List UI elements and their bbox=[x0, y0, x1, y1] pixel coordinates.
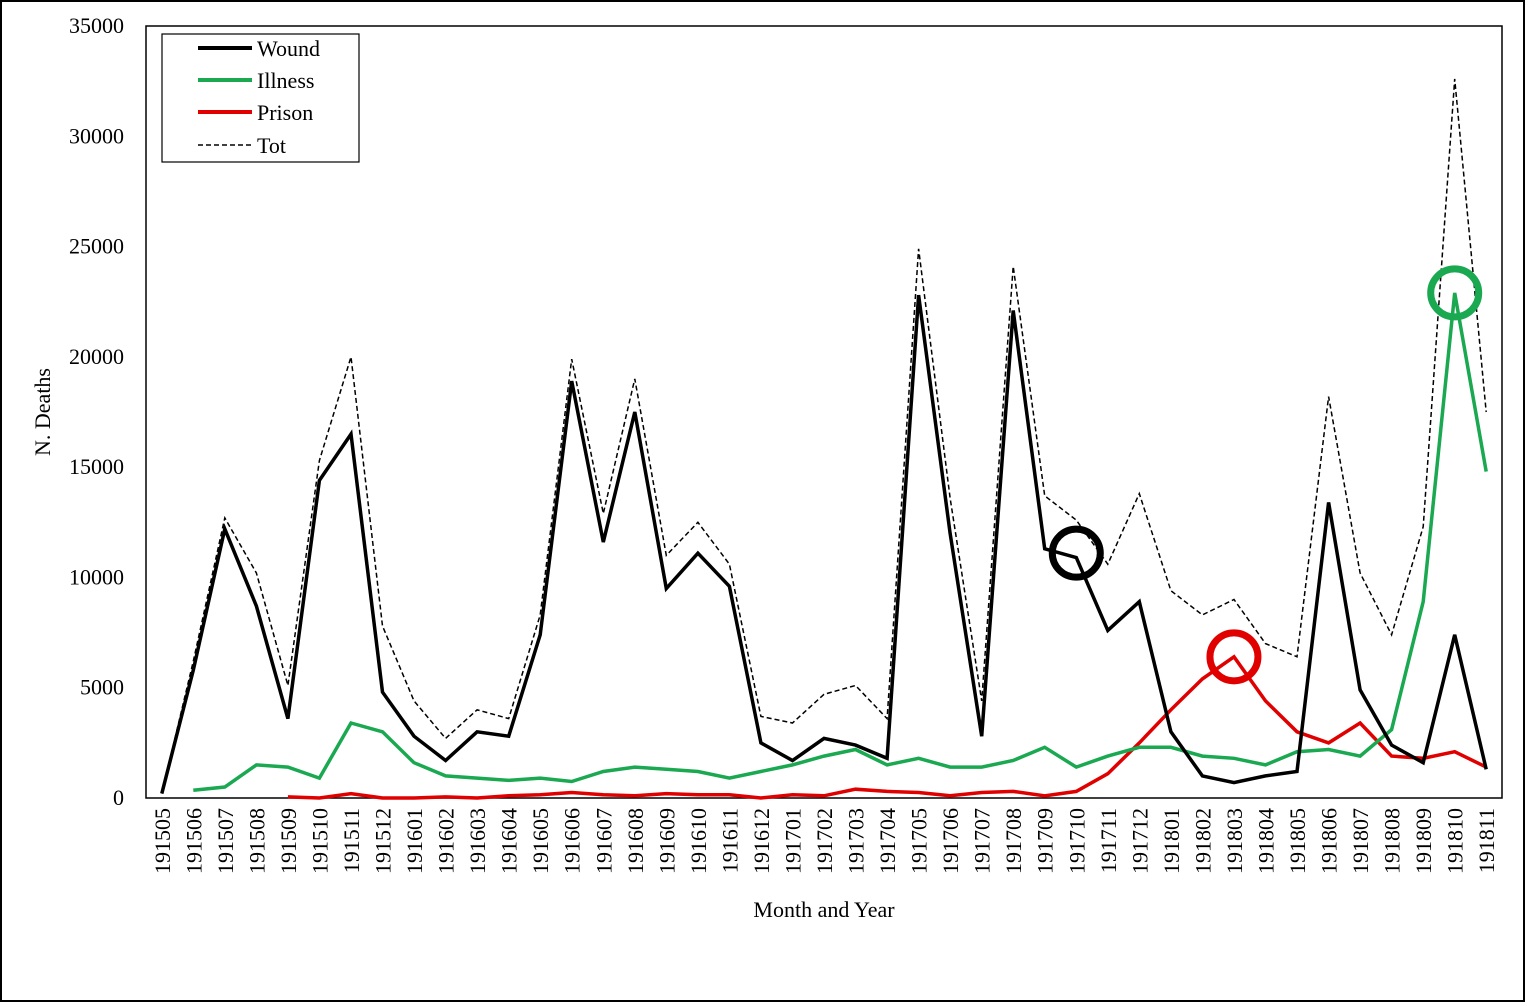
x-tick-label: 191508 bbox=[244, 808, 269, 874]
series-line-wound bbox=[160, 294, 1488, 795]
y-axis-title: N. Deaths bbox=[30, 368, 55, 456]
x-tick-label: 191608 bbox=[623, 808, 648, 874]
series-line-prison bbox=[287, 654, 1487, 800]
highlight-circle-191803 bbox=[1206, 629, 1262, 685]
x-tick-label: 191801 bbox=[1159, 808, 1184, 874]
highlight-circle-191810 bbox=[1427, 265, 1483, 321]
x-tick-label: 191603 bbox=[465, 808, 490, 874]
x-tick-label: 191601 bbox=[402, 808, 427, 874]
x-tick-label: 191711 bbox=[1096, 808, 1121, 873]
x-tick-label: 191712 bbox=[1127, 808, 1152, 874]
x-tick-label: 191609 bbox=[654, 808, 679, 874]
y-tick-label: 25000 bbox=[69, 234, 124, 259]
x-tick-label: 191808 bbox=[1380, 808, 1405, 874]
x-tick-label: 191512 bbox=[371, 808, 396, 874]
x-tick-label: 191807 bbox=[1348, 808, 1373, 874]
series-line-tot bbox=[161, 78, 1487, 794]
x-tick-label: 191602 bbox=[434, 808, 459, 874]
highlight-circle-191710 bbox=[1048, 525, 1104, 581]
x-tick-label: 191709 bbox=[1033, 808, 1058, 874]
x-tick-label: 191606 bbox=[560, 808, 585, 874]
legend-label-illness: Illness bbox=[257, 68, 314, 93]
x-tick-label: 191511 bbox=[339, 808, 364, 873]
x-tick-label: 191604 bbox=[497, 808, 522, 874]
x-tick-label: 191702 bbox=[812, 808, 837, 874]
legend-label-prison: Prison bbox=[257, 100, 313, 125]
x-tick-label: 191509 bbox=[276, 808, 301, 874]
x-tick-label: 191612 bbox=[749, 808, 774, 874]
legend: Wound Illness Prison Tot bbox=[161, 33, 360, 163]
x-tick-label: 191710 bbox=[1064, 808, 1089, 874]
x-tick-label: 191805 bbox=[1285, 808, 1310, 874]
y-tick-label: 10000 bbox=[69, 564, 124, 589]
y-tick-label: 35000 bbox=[69, 13, 124, 38]
x-tick-label: 191703 bbox=[844, 808, 869, 874]
legend-box bbox=[161, 33, 360, 163]
x-tick-label: 191810 bbox=[1443, 808, 1468, 874]
y-tick-label: 30000 bbox=[69, 123, 124, 148]
x-tick-label: 191611 bbox=[717, 808, 742, 873]
x-tick-label: 191803 bbox=[1222, 808, 1247, 874]
x-tick-label: 191607 bbox=[591, 808, 616, 874]
y-tick-label: 15000 bbox=[69, 454, 124, 479]
x-tick-label: 191507 bbox=[213, 808, 238, 874]
x-tick-label: 191506 bbox=[181, 808, 206, 874]
y-tick-label: 20000 bbox=[69, 344, 124, 369]
y-tick-label: 0 bbox=[113, 785, 124, 810]
x-tick-label: 191610 bbox=[686, 808, 711, 874]
plot-area-frame bbox=[145, 25, 1503, 799]
x-tick-label: 191706 bbox=[938, 808, 963, 874]
x-tick-label: 191704 bbox=[875, 808, 900, 874]
x-tick-label: 191605 bbox=[528, 808, 553, 874]
x-tick-label: 191701 bbox=[780, 808, 805, 874]
x-tick-label: 191708 bbox=[1001, 808, 1026, 874]
legend-label-tot: Tot bbox=[257, 133, 286, 158]
x-axis-title: Month and Year bbox=[753, 897, 895, 922]
x-tick-label: 191806 bbox=[1317, 808, 1342, 874]
x-tick-label: 191811 bbox=[1474, 808, 1499, 873]
y-axis: 0 5000 10000 15000 20000 25000 30000 35000 bbox=[69, 13, 124, 810]
y-tick-label: 5000 bbox=[80, 675, 124, 700]
x-tick-label: 191804 bbox=[1253, 808, 1278, 874]
x-tick-label: 191802 bbox=[1190, 808, 1215, 874]
x-axis: 191505 191506 191507 191508 191509 191510 1915… bbox=[150, 808, 1499, 874]
legend-label-wound: Wound bbox=[257, 36, 320, 61]
x-tick-label: 191707 bbox=[970, 808, 995, 874]
x-tick-label: 191705 bbox=[907, 808, 932, 874]
x-tick-label: 191505 bbox=[150, 808, 175, 874]
highlight-layer bbox=[1048, 265, 1483, 685]
x-tick-label: 191510 bbox=[307, 808, 332, 874]
series-line-illness bbox=[193, 292, 1488, 793]
series-layer bbox=[160, 78, 1488, 800]
x-tick-label: 191809 bbox=[1411, 808, 1436, 874]
